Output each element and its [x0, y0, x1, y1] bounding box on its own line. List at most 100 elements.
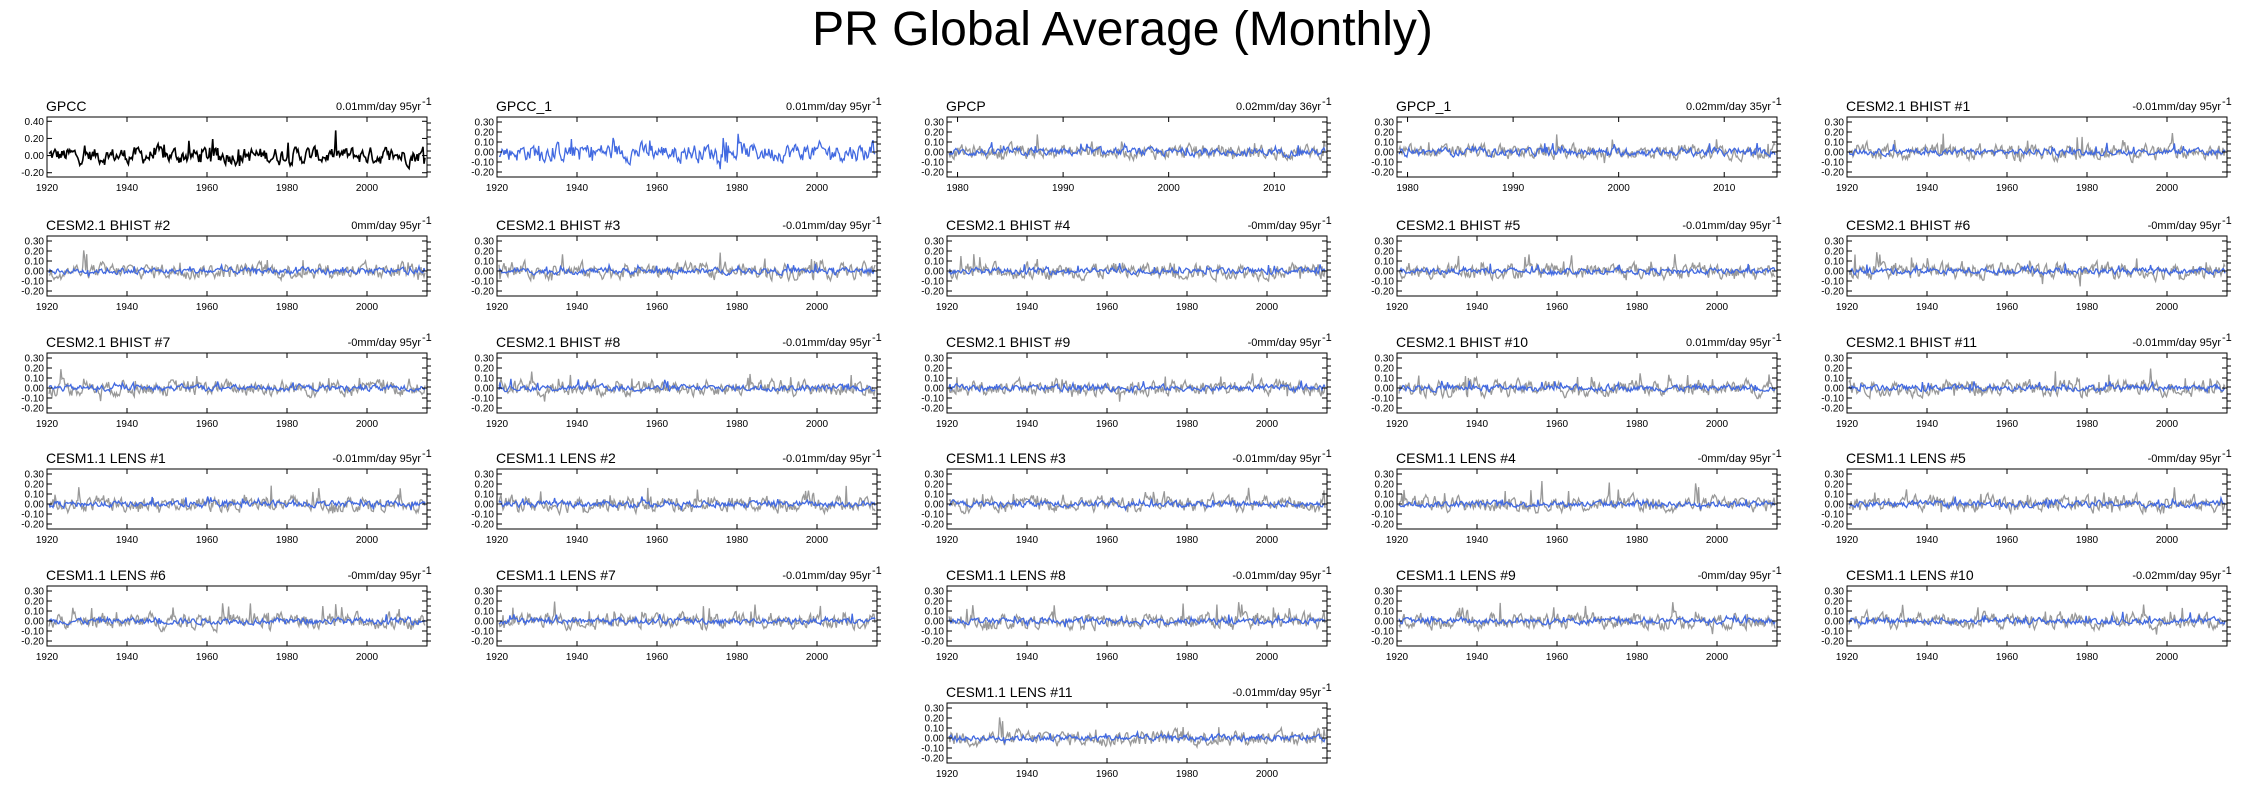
x-tick-label: 1940	[116, 302, 139, 313]
panel-trend: 0.02mm/day 35yr	[1686, 101, 1771, 113]
y-tick-label: 0.20	[1375, 247, 1395, 258]
x-tick-label: 2000	[1706, 419, 1729, 430]
x-tick-label: 1920	[1386, 419, 1409, 430]
x-tick-label: 1920	[1386, 652, 1409, 663]
panel-title: CESM1.1 LENS #6	[46, 567, 166, 583]
y-tick-label: 0.30	[1375, 118, 1395, 129]
x-tick-label: 2000	[1256, 302, 1279, 313]
chart-panel: CESM2.1 BHIST #4 -0mm/day 95yr -10.300.200…	[921, 215, 1332, 313]
panel-trend-exponent: -1	[1322, 332, 1332, 344]
y-tick-label: 0.20	[475, 364, 495, 375]
y-tick-label: -0.20	[1371, 520, 1394, 531]
panel-title: CESM1.1 LENS #2	[496, 450, 616, 466]
x-tick-label: 1980	[1176, 652, 1199, 663]
chart-panel: CESM2.1 BHIST #11 -0.01mm/day 95yr -10.300…	[1821, 332, 2232, 430]
plot-frame	[1846, 352, 2228, 414]
panel-trend: -0mm/day 95yr	[2148, 453, 2222, 465]
x-tick-label: 2000	[1256, 535, 1279, 546]
x-tick-label: 1960	[1546, 302, 1569, 313]
chart-panel: CESM2.1 BHIST #9 -0mm/day 95yr -10.300.200…	[921, 332, 1332, 430]
y-tick-label: 0.00	[1825, 384, 1845, 395]
y-tick-label: 0.10	[475, 374, 495, 385]
y-tick-label: -0.10	[471, 158, 494, 169]
x-tick-label: 1980	[276, 535, 299, 546]
x-tick-label: 1940	[1466, 535, 1489, 546]
x-tick-label: 1990	[1502, 183, 1525, 194]
series-line-reference	[1848, 252, 2226, 287]
y-tick-label: -0.10	[1821, 394, 1844, 405]
panel-trend-exponent: -1	[422, 332, 432, 344]
x-tick-label: 1940	[566, 419, 589, 430]
series-line-reference	[1398, 373, 1776, 400]
y-tick-label: 0.20	[1825, 597, 1845, 608]
y-tick-label: 0.00	[25, 384, 45, 395]
y-tick-label: 0.00	[925, 384, 945, 395]
y-tick-label: 0.10	[475, 257, 495, 268]
y-tick-label: 0.30	[1825, 118, 1845, 129]
chart-panel: GPCC 0.01mm/day 95yr -1 0.40 0.20 0.00 -0.20 19…	[21, 96, 432, 194]
x-tick-label: 1960	[646, 419, 669, 430]
y-tick-label: -0.20	[1821, 520, 1844, 531]
y-tick-label: 0.30	[475, 470, 495, 481]
x-tick-label: 1920	[486, 652, 509, 663]
panel-title: GPCP_1	[1396, 98, 1451, 114]
y-tick-label: 0.10	[1375, 257, 1395, 268]
y-tick-label: 0.20	[475, 597, 495, 608]
plot-frame	[1846, 585, 2228, 647]
x-tick-label: 1980	[1176, 302, 1199, 313]
series-line-model	[1398, 263, 1776, 278]
x-tick-label: 1980	[1396, 183, 1419, 194]
panel-trend-exponent: -1	[872, 332, 882, 344]
plot-frame	[946, 702, 1328, 764]
x-tick-label: 2000	[356, 652, 379, 663]
x-tick-label: 1960	[196, 535, 219, 546]
y-tick-label: 0.10	[925, 257, 945, 268]
series-line-reference	[1398, 480, 1776, 515]
y-tick-label: 0.20	[1825, 247, 1845, 258]
x-tick-label: 1980	[2076, 419, 2099, 430]
y-tick-label: 0.30	[1825, 354, 1845, 365]
x-tick-label: 1990	[1052, 183, 1075, 194]
panel-title: CESM2.1 BHIST #4	[946, 217, 1070, 233]
panel-trend: 0.01mm/day 95yr	[1686, 337, 1771, 349]
x-tick-label: 1960	[1996, 652, 2019, 663]
panel-trend: -0mm/day 95yr	[348, 337, 422, 349]
y-tick-label: 0.10	[1825, 607, 1845, 618]
y-tick-label: -0.20	[21, 404, 44, 415]
x-tick-label: 1960	[196, 302, 219, 313]
x-tick-label: 2000	[356, 302, 379, 313]
series-line-reference	[1398, 134, 1776, 164]
y-tick-label: 0.30	[925, 587, 945, 598]
y-tick-label: 0.10	[475, 607, 495, 618]
x-tick-label: 1920	[1386, 302, 1409, 313]
panel-title: CESM2.1 BHIST #10	[1396, 334, 1528, 350]
y-tick-label: 0.10	[1825, 138, 1845, 149]
x-tick-label: 1940	[1016, 535, 1039, 546]
x-tick-label: 1960	[1096, 652, 1119, 663]
series-line-model	[48, 496, 426, 511]
panel-title: GPCC_1	[496, 98, 552, 114]
y-tick-label: 0.00	[925, 734, 945, 745]
chart-panel: CESM1.1 LENS #9 -0mm/day 95yr -10.300.200.…	[1371, 565, 1782, 663]
y-tick-label: -0.10	[1821, 277, 1844, 288]
plot-frame	[1396, 352, 1778, 414]
series-line-reference	[498, 601, 876, 632]
panel-title: CESM2.1 BHIST #7	[46, 334, 170, 350]
panel-title: CESM2.1 BHIST #5	[1396, 217, 1520, 233]
y-tick-label: -0.10	[1821, 158, 1844, 169]
y-tick-label: -0.20	[1371, 287, 1394, 298]
x-tick-label: 1980	[1626, 302, 1649, 313]
y-tick-label: -0.20	[21, 520, 44, 531]
chart-panel: CESM2.1 BHIST #7 -0mm/day 95yr -10.300.200…	[21, 332, 432, 430]
chart-panel: GPCP 0.02mm/day 36yr -10.300.200.100.00-0.…	[921, 96, 1332, 194]
y-tick-label: -0.10	[471, 277, 494, 288]
y-tick-label: -0.20	[21, 637, 44, 648]
x-tick-label: 2000	[1158, 183, 1181, 194]
y-tick-label: -0.20	[1371, 637, 1394, 648]
y-tick-label: -0.10	[471, 510, 494, 521]
series-line-model	[1848, 495, 2226, 510]
x-tick-label: 1920	[936, 535, 959, 546]
x-tick-label: 2000	[1256, 652, 1279, 663]
panel-title: CESM1.1 LENS #11	[946, 684, 1073, 700]
y-tick-label: -0.20	[471, 287, 494, 298]
